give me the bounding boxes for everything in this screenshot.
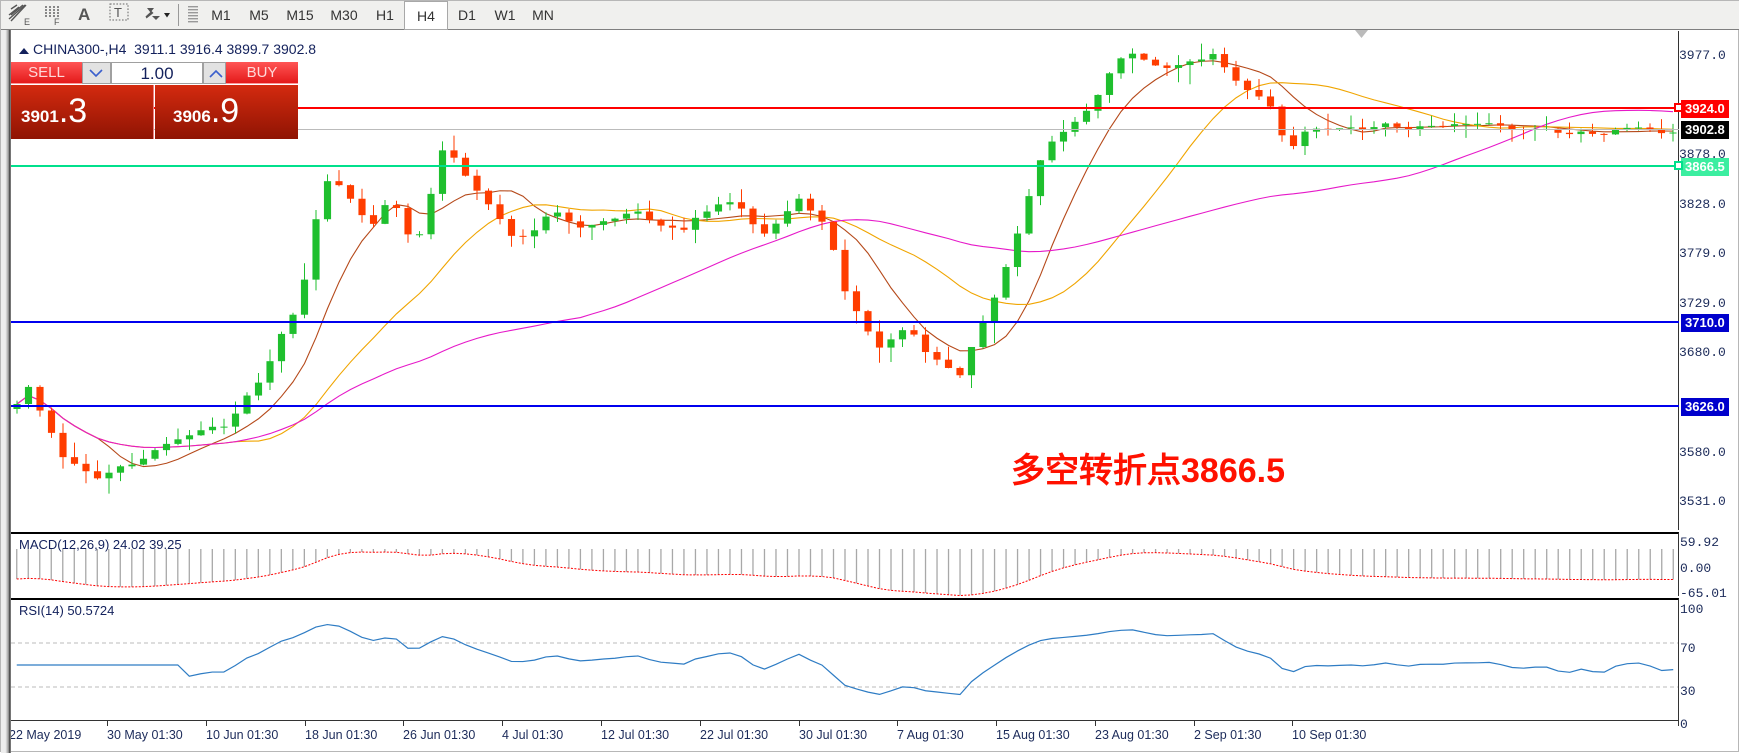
svg-text:T: T	[114, 5, 122, 20]
svg-text:F: F	[54, 17, 60, 27]
svg-text:A: A	[78, 5, 90, 24]
svg-text:E: E	[24, 17, 30, 27]
